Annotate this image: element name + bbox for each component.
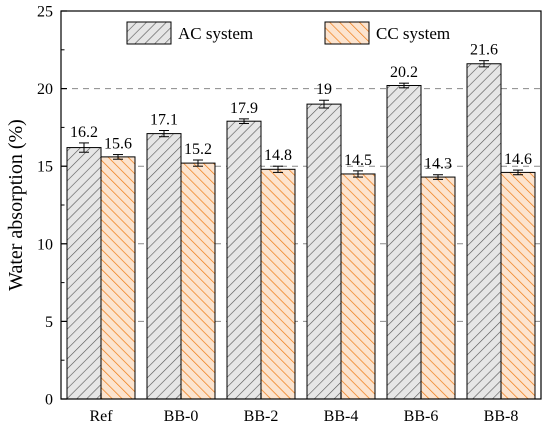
- data-label-cc-system-ref: 15.6: [104, 136, 132, 153]
- y-tick-label: 25: [37, 4, 53, 21]
- bar-cc-system-bb-2: [260, 168, 296, 400]
- legend-swatch-ac-system: [126, 21, 172, 45]
- legend: AC system CC system: [126, 21, 450, 45]
- y-tick-label: 15: [37, 159, 53, 176]
- data-label-ac-system-bb-6: 20.2: [390, 64, 418, 81]
- bar-cc-system-ref: [100, 156, 136, 400]
- x-tick-label-bb-8: BB-8: [484, 408, 519, 425]
- data-labels: 16.2 15.6 17.1 15.2 17.9 14.8 19 14.5 20.2 14.3 21…: [70, 42, 532, 173]
- y-tick-label: 0: [45, 392, 53, 409]
- data-label-ac-system-bb-2: 17.9: [230, 100, 258, 117]
- data-label-cc-system-bb-2: 14.8: [264, 147, 292, 164]
- legend-label-ac-system: AC system: [178, 24, 253, 43]
- bars: [66, 63, 536, 400]
- x-tick-label-bb-6: BB-6: [404, 408, 439, 425]
- bar-cc-system-bb-6: [420, 176, 456, 400]
- bar-ac-system-ref: [66, 147, 102, 400]
- data-label-ac-system-bb-8: 21.6: [470, 42, 498, 59]
- x-tick-label-bb-0: BB-0: [164, 408, 199, 425]
- data-label-cc-system-bb-8: 14.6: [504, 151, 532, 168]
- x-tick-label-bb-2: BB-2: [244, 408, 279, 425]
- bar-cc-system-bb-0: [180, 162, 216, 400]
- data-label-cc-system-bb-0: 15.2: [184, 141, 212, 158]
- data-label-ac-system-bb-0: 17.1: [150, 112, 178, 129]
- data-label-ac-system-ref: 16.2: [70, 124, 98, 141]
- x-tick-label-ref: Ref: [89, 408, 113, 425]
- bar-ac-system-bb-2: [226, 120, 262, 400]
- x-axis: Ref BB-0 BB-2 BB-4 BB-6 BB-8: [89, 393, 518, 425]
- bar-ac-system-bb-6: [386, 84, 422, 400]
- bar-ac-system-bb-4: [306, 103, 342, 400]
- bar-ac-system-bb-8: [466, 63, 502, 400]
- y-axis-title: Water absorption (%): [5, 119, 27, 291]
- y-axis: 0 5 10 15 20 25: [37, 4, 67, 409]
- legend-swatch-cc-system: [324, 21, 370, 45]
- bar-cc-system-bb-8: [500, 171, 536, 400]
- x-tick-label-bb-4: BB-4: [324, 408, 359, 425]
- bar-cc-system-bb-4: [340, 173, 376, 400]
- legend-label-cc-system: CC system: [376, 24, 450, 43]
- y-tick-label: 20: [37, 81, 53, 98]
- y-tick-label: 10: [37, 236, 53, 253]
- data-label-ac-system-bb-4: 19: [316, 81, 332, 98]
- bar-ac-system-bb-0: [146, 133, 182, 400]
- error-bars: [79, 60, 523, 180]
- data-label-cc-system-bb-6: 14.3: [424, 156, 452, 173]
- y-tick-label: 5: [45, 314, 53, 331]
- gridlines: [61, 88, 541, 322]
- data-label-cc-system-bb-4: 14.5: [344, 152, 372, 169]
